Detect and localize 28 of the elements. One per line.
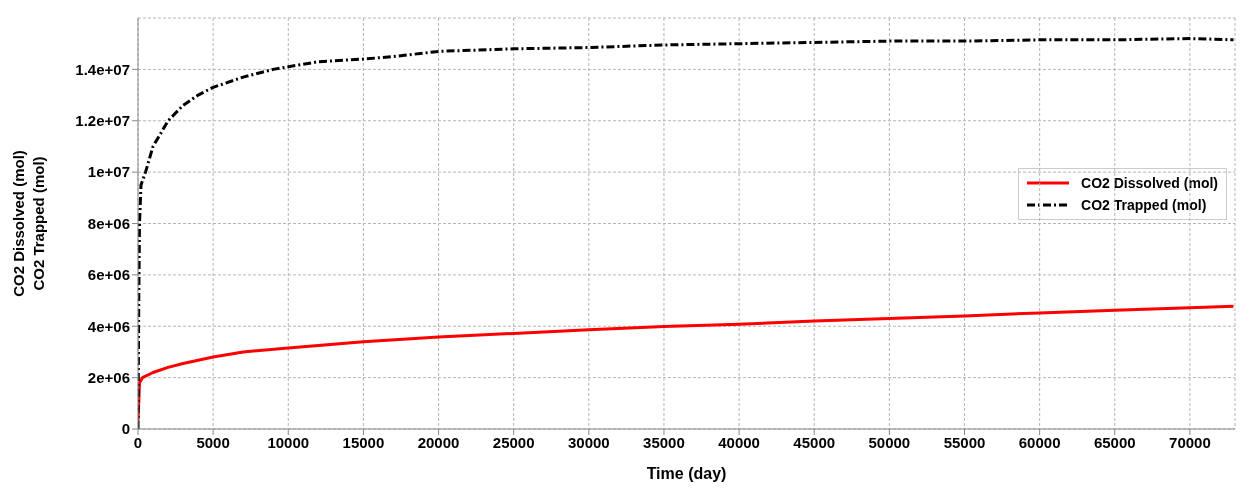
y-tick-label: 1.2e+07 <box>75 112 130 130</box>
y-tick-label: 2e+06 <box>87 368 130 386</box>
y-tick-label: 4e+06 <box>87 317 130 335</box>
x-tick-label: 45000 <box>793 433 836 451</box>
x-tick-label: 10000 <box>267 433 310 451</box>
x-tick-label: 40000 <box>718 433 760 451</box>
x-tick-label: 35000 <box>643 433 685 451</box>
x-tick-label: 60000 <box>1018 433 1061 451</box>
x-tick-label: 65000 <box>1093 433 1136 451</box>
x-tick-label: 50000 <box>868 433 911 451</box>
y-tick-label: 1e+07 <box>87 163 130 181</box>
y-tick-label: 1.4e+07 <box>75 60 130 78</box>
x-tick-label: 55000 <box>943 433 986 451</box>
x-tick-label: 70000 <box>1169 433 1211 451</box>
legend-label: CO2 Trapped (mol) <box>1081 197 1207 213</box>
y-axis-title: CO2 Dissolved (mol) CO2 Trapped (mol) <box>10 150 47 297</box>
x-axis-title: Time (day) <box>646 465 727 482</box>
x-tick-label: 20000 <box>417 433 460 451</box>
x-tick-label: 5000 <box>196 433 230 451</box>
x-tick-label: 15000 <box>342 433 385 451</box>
line-series <box>138 304 1235 423</box>
legend-label: CO2 Dissolved (mol) <box>1081 175 1218 191</box>
x-tick-label: 25000 <box>492 433 535 451</box>
y-tick-label: 0 <box>121 420 130 438</box>
y-tick-label: 8e+06 <box>87 214 130 232</box>
x-tick-label: 30000 <box>567 433 610 451</box>
y-tick-label: 6e+06 <box>87 266 130 284</box>
x-tick-label: 0 <box>133 433 143 451</box>
